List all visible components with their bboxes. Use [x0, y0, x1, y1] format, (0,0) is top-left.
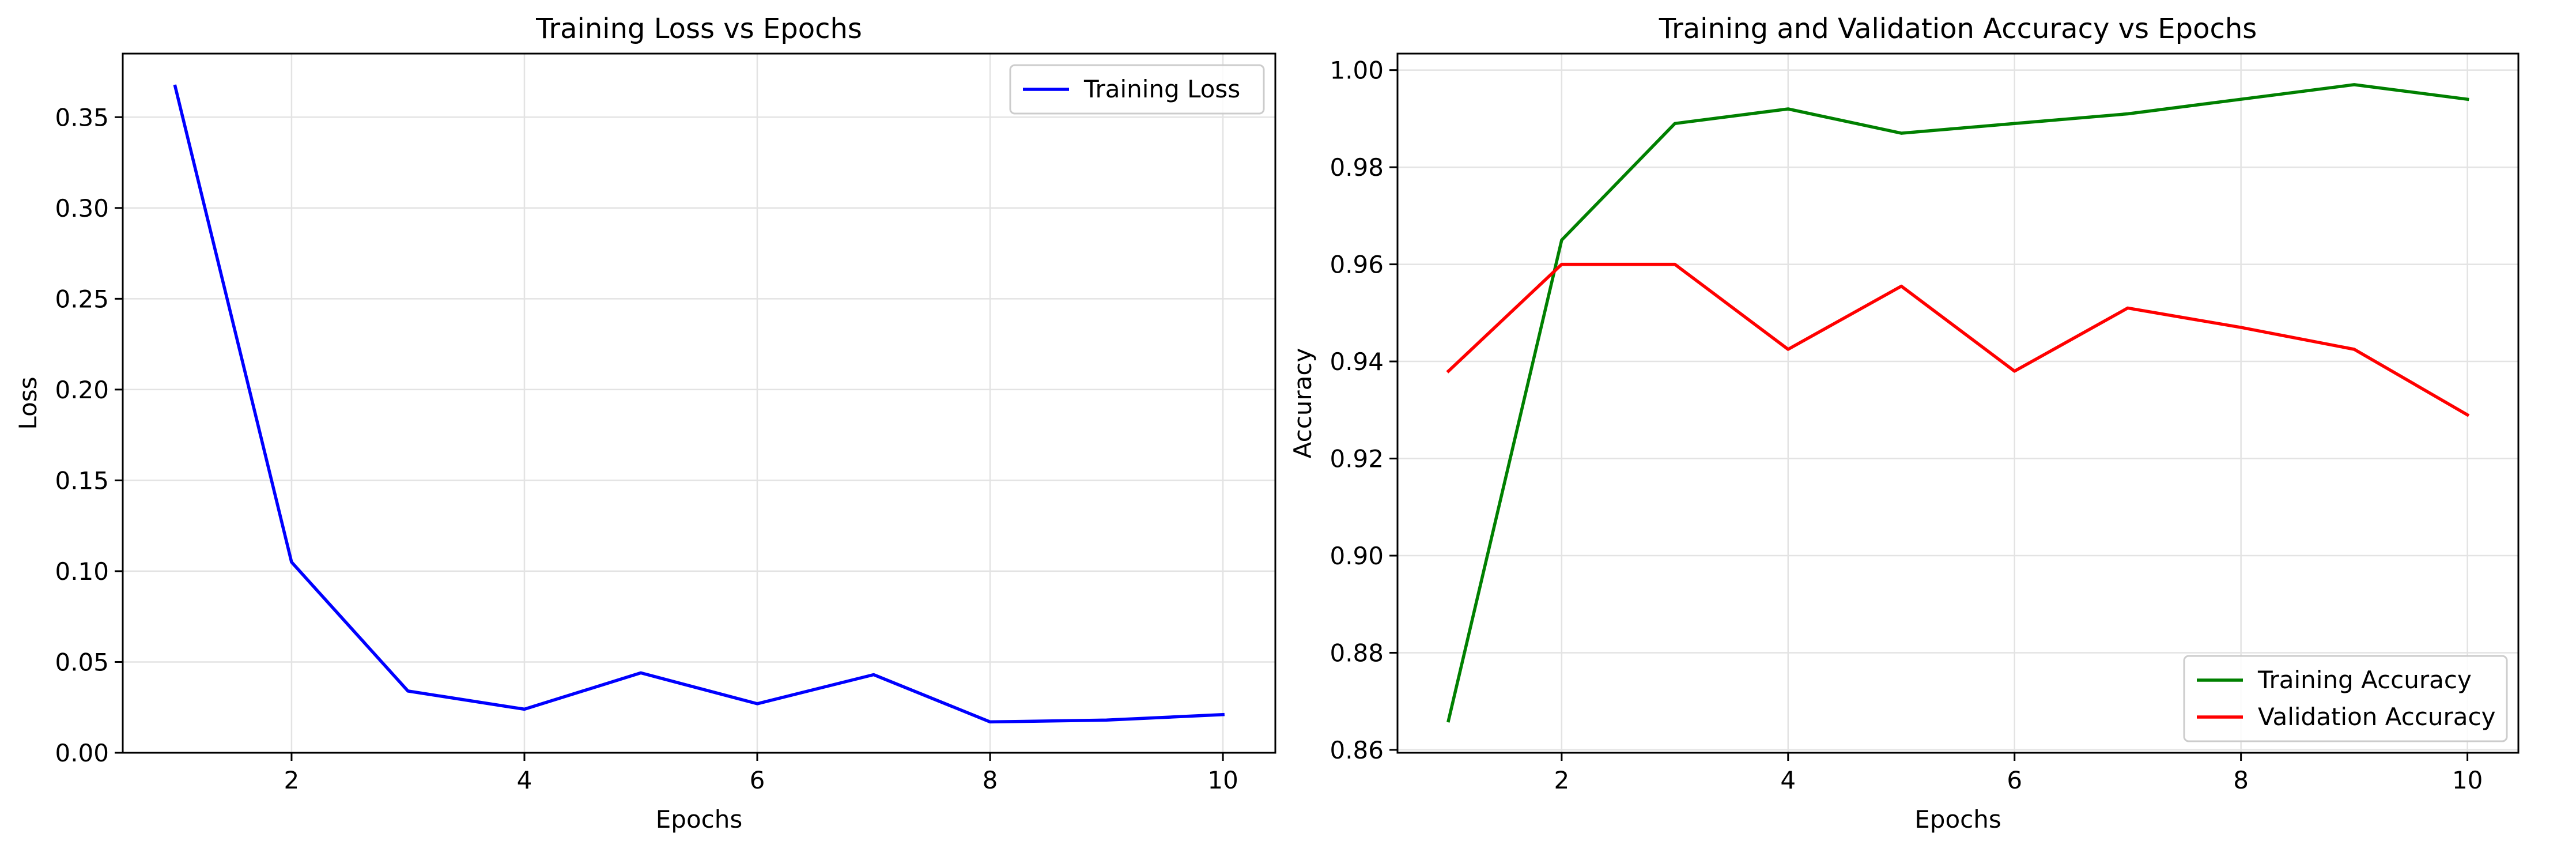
legend-box	[2183, 655, 2508, 742]
y-tick-label: 0.96	[1329, 251, 1384, 279]
y-tick-label: 0.88	[1329, 639, 1384, 667]
x-tick-label: 10	[1207, 766, 1238, 794]
y-tick-label: 0.15	[55, 466, 109, 495]
legend-label: Validation Accuracy	[2258, 703, 2496, 731]
y-tick-label: 0.35	[55, 103, 109, 131]
y-tick-label: 0.05	[55, 648, 109, 676]
y-tick-label: 0.92	[1329, 445, 1384, 473]
series-line-1	[173, 84, 1225, 724]
chart-panel-1: 2 4 6 8 10 0.00 0.05 0.10 0.15 0.20 0.25 0.30 0.35 Tr…	[14, 13, 1276, 833]
y-tick-label: 0.90	[1329, 542, 1384, 570]
x-tick-label: 2	[284, 766, 300, 794]
legend: Training Loss	[1009, 64, 1265, 115]
axes-frame	[122, 52, 1276, 754]
legend-box	[1009, 64, 1265, 115]
x-tick-label: 8	[983, 766, 998, 794]
y-tick-label: 0.00	[55, 739, 109, 767]
legend-label: Training Loss	[1083, 75, 1240, 103]
y-tick-label: 0.20	[55, 376, 109, 404]
chart-title: Training and Validation Accuracy vs Epoc…	[1659, 13, 2257, 45]
x-tick-label: 10	[2452, 766, 2483, 794]
legend-label: Training Accuracy	[2257, 666, 2472, 694]
y-tick-label: 0.25	[55, 285, 109, 313]
x-tick-label: 4	[517, 766, 532, 794]
y-tick-label: 0.98	[1329, 153, 1384, 182]
axes-frame	[1396, 52, 2520, 754]
y-axis-label: Loss	[14, 376, 42, 429]
y-tick-label: 0.86	[1329, 736, 1384, 764]
x-axis-label: Epochs	[1914, 805, 2001, 833]
series-line-2	[1446, 262, 2470, 417]
y-tick-label: 0.94	[1329, 348, 1384, 376]
y-axis-label: Accuracy	[1289, 348, 1317, 459]
x-tick-label: 4	[1780, 766, 1796, 794]
x-tick-label: 2	[1554, 766, 1570, 794]
x-tick-label: 8	[2233, 766, 2249, 794]
y-tick-label: 0.10	[55, 557, 109, 586]
chart-title: Training Loss vs Epochs	[535, 13, 862, 45]
chart-panel-2: 2 4 6 8 10 0.86 0.88 0.90 0.92 0.94 0.96 0.98 1.00 Tr…	[1289, 13, 2520, 833]
series-line-1	[1446, 83, 2469, 723]
x-tick-label: 6	[750, 766, 765, 794]
x-axis-label: Epochs	[656, 805, 743, 833]
y-tick-label: 1.00	[1329, 56, 1384, 85]
x-tick-label: 6	[2007, 766, 2022, 794]
legend: Training Accuracy Validation Accuracy	[2183, 655, 2508, 742]
y-tick-label: 0.30	[55, 194, 109, 222]
